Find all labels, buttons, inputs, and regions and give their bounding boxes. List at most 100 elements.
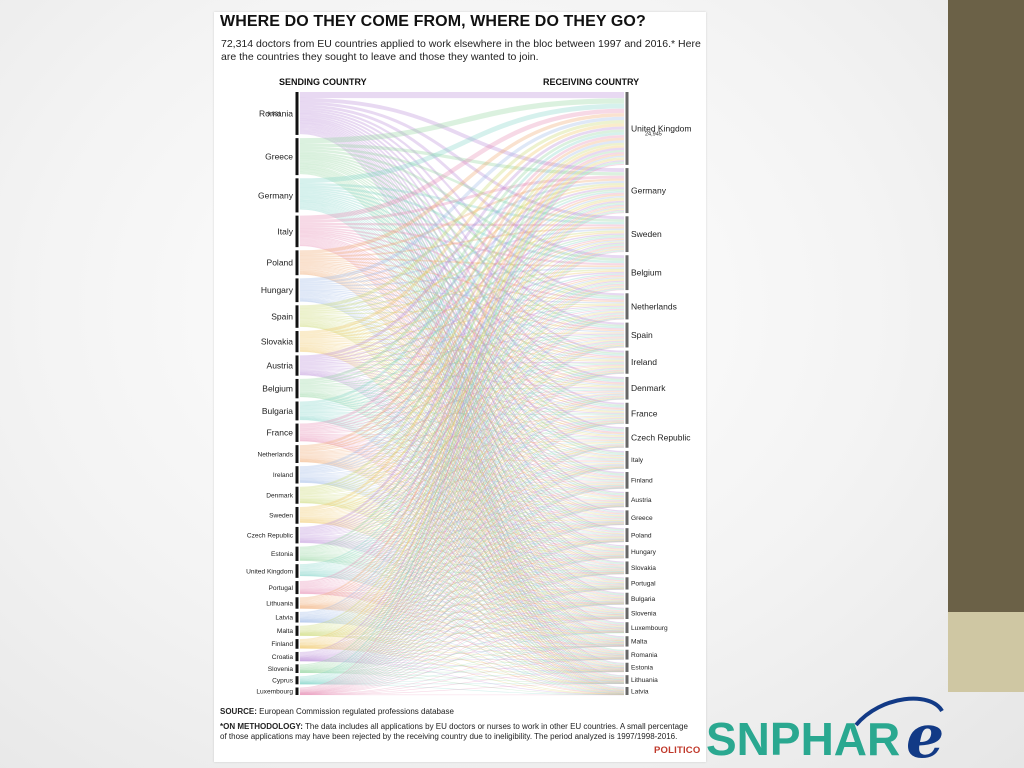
flow-croatia-to-portugal: [299, 588, 625, 660]
flow-united-kingdom-to-netherlands: [299, 314, 625, 568]
sending-node-bar-estonia: [295, 546, 299, 561]
flow-latvia-to-netherlands: [299, 316, 625, 617]
flow-lithuania-to-denmark: [299, 396, 625, 604]
flow-united-kingdom-to-lithuania: [299, 575, 625, 683]
flow-greece-to-romania: [299, 171, 625, 651]
flow-bulgaria-to-slovakia: [299, 416, 625, 569]
flow-luxembourg-to-france: [299, 423, 625, 693]
flow-romania-to-czech-republic: [299, 117, 625, 429]
flow-latvia-to-slovakia: [299, 572, 625, 621]
flow-spain-to-malta: [299, 324, 625, 641]
flow-luxembourg-to-united-kingdom: [299, 163, 625, 689]
flow-estonia-to-france: [299, 418, 625, 556]
receiving-country-header: RECEIVING COUNTRY: [543, 77, 640, 87]
flow-luxembourg-to-spain: [299, 346, 625, 692]
flow-united-kingdom-to-ireland: [299, 369, 625, 570]
flow-germany-to-luxembourg: [299, 205, 625, 625]
flow-lithuania-to-france: [299, 420, 625, 605]
flow-croatia-to-austria: [299, 505, 625, 659]
flow-bulgaria-to-czech-republic: [299, 412, 625, 440]
flow-slovenia-to-denmark: [299, 398, 625, 670]
flow-spain-to-united-kingdom: [299, 120, 625, 309]
receiving-label-luxembourg: Luxembourg: [631, 625, 668, 632]
sending-node-bar-lithuania: [295, 597, 299, 609]
flow-france-to-spain: [299, 336, 625, 433]
flow-cyprus-to-germany: [299, 211, 625, 679]
flow-lithuania-to-austria: [299, 504, 625, 606]
flow-slovenia-to-spain: [299, 346, 625, 669]
flow-romania-to-france: [299, 115, 625, 405]
flow-denmark-to-france: [299, 416, 625, 496]
flow-luxembourg-to-lithuania: [299, 683, 625, 695]
flow-lithuania-to-bulgaria: [299, 602, 625, 608]
flow-united-kingdom-to-latvia: [299, 575, 625, 694]
flow-luxembourg-to-sweden: [299, 251, 625, 690]
flow-cyprus-to-greece: [299, 524, 625, 683]
flow-bulgaria-to-estonia: [299, 418, 625, 669]
sending-label-luxembourg: Luxembourg: [256, 689, 293, 696]
receiving-node-bar-netherlands: [625, 293, 629, 320]
flow-sweden-to-denmark: [299, 392, 625, 515]
flow-bulgaria-to-malta: [299, 418, 625, 643]
flow-czech-republic-to-france: [299, 418, 625, 537]
flow-slovenia-to-ireland: [299, 372, 625, 669]
flow-portugal-to-finland: [299, 485, 625, 591]
slide-sidebar-light: [948, 612, 1024, 692]
flow-cyprus-to-romania: [299, 659, 625, 685]
receiving-label-czech-republic: Czech Republic: [631, 432, 691, 442]
flow-germany-to-belgium: [299, 185, 625, 264]
flow-denmark-to-bulgaria: [299, 500, 625, 602]
flow-bulgaria-to-france: [299, 411, 625, 416]
flow-slovenia-to-greece: [299, 524, 625, 671]
flow-greece-to-france: [299, 158, 625, 407]
flow-spain-to-finland: [299, 319, 625, 480]
flow-austria-to-hungary: [299, 370, 625, 552]
sending-node-bar-hungary: [295, 278, 299, 303]
flow-spain-to-denmark: [299, 315, 625, 387]
flow-united-kingdom-to-romania: [299, 574, 625, 658]
flow-poland-to-luxembourg: [299, 271, 625, 626]
flow-france-to-slovakia: [299, 437, 625, 570]
flow-austria-to-slovakia: [299, 371, 625, 568]
flow-greece-to-sweden: [299, 146, 625, 222]
flow-portugal-to-poland: [299, 539, 625, 592]
receiving-node-bar-united-kingdom: [625, 92, 629, 165]
flow-portugal-to-spain: [299, 343, 625, 588]
flow-poland-to-austria: [299, 267, 625, 498]
flow-greece-to-bulgaria: [299, 168, 625, 595]
flow-united-kingdom-to-spain: [299, 342, 625, 569]
flow-austria-to-greece: [299, 369, 625, 518]
flow-poland-to-latvia: [299, 274, 625, 690]
flow-poland-to-hungary: [299, 268, 625, 550]
flow-latvia-to-romania: [299, 621, 625, 659]
flow-latvia-to-luxembourg: [299, 621, 625, 633]
source-note: SOURCE: European Commission regulated pr…: [220, 707, 454, 716]
flow-sweden-to-italy: [299, 463, 625, 517]
flow-netherlands-to-finland: [299, 456, 625, 483]
flow-bulgaria-to-belgium: [299, 273, 625, 409]
receiving-label-netherlands: Netherlands: [631, 301, 677, 311]
flow-croatia-to-czech-republic: [299, 446, 625, 658]
flow-netherlands-to-czech-republic: [299, 440, 625, 456]
flow-czech-republic-to-malta: [299, 541, 625, 645]
flow-ireland-to-slovakia: [299, 479, 625, 570]
receiving-node-bar-lithuania: [625, 675, 629, 684]
flow-slovakia-to-finland: [299, 344, 625, 480]
flow-finland-to-spain: [299, 345, 625, 644]
flow-france-to-finland: [299, 434, 625, 483]
flow-croatia-to-denmark: [299, 397, 625, 658]
flow-germany-to-denmark: [299, 192, 625, 383]
flow-greece-to-estonia: [299, 172, 625, 665]
flow-netherlands-to-hungary: [299, 458, 625, 554]
flow-italy-to-austria: [299, 236, 625, 497]
receiving-node-bar-belgium: [625, 255, 629, 291]
flow-estonia-to-malta: [299, 559, 625, 645]
flow-belgium-to-ireland: [299, 362, 625, 388]
flow-romania-to-ireland: [299, 111, 625, 353]
flow-ireland-to-czech-republic: [299, 440, 625, 477]
flow-finland-to-hungary: [299, 556, 625, 647]
flow-ireland-to-latvia: [299, 482, 625, 693]
flow-slovakia-to-poland: [299, 346, 625, 535]
flow-belgium-to-lithuania: [299, 396, 625, 681]
flow-sweden-to-netherlands: [299, 311, 625, 513]
